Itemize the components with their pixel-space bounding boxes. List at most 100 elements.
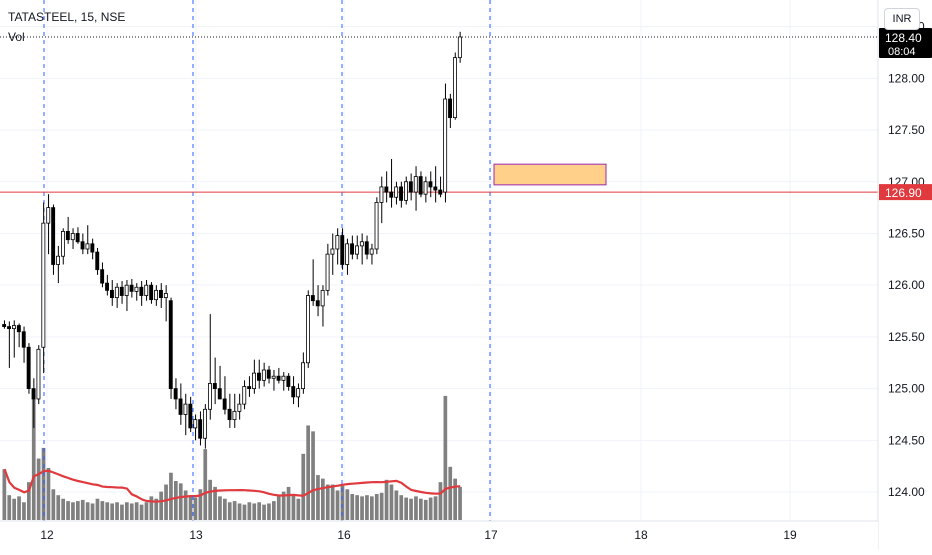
candle-body-up <box>144 284 149 296</box>
volume-bar <box>169 472 173 520</box>
volume-bar <box>438 482 443 520</box>
volume-bar <box>281 491 286 520</box>
symbol-title[interactable]: TATASTEEL, 15, NSE <box>8 10 126 24</box>
volume-bar <box>286 486 291 520</box>
candle-body-up <box>335 235 340 250</box>
candle-body-down <box>227 408 232 421</box>
candle-body-down <box>448 98 452 119</box>
candle-body-up <box>305 295 310 364</box>
candle-body-down <box>51 207 56 265</box>
candle-body-up <box>457 36 462 59</box>
candle-body-up <box>452 57 457 119</box>
volume-bar <box>115 502 119 520</box>
volume-bar <box>129 503 134 520</box>
volume-bar <box>374 494 379 520</box>
volume-bar <box>409 498 413 520</box>
volume-bar <box>433 496 438 520</box>
candle-body-up <box>61 231 65 257</box>
candle-body-down <box>217 388 222 400</box>
candle-body-down <box>212 383 217 390</box>
candle-body-down <box>80 241 85 250</box>
candle-body-up <box>124 284 129 296</box>
volume-bar <box>223 498 227 520</box>
candle-body-down <box>350 243 354 255</box>
volume-ma-line <box>3 468 461 503</box>
currency-button[interactable]: INR <box>884 8 920 30</box>
y-tick-label: 124.50 <box>888 433 925 447</box>
volume-bar <box>105 502 110 520</box>
volume-bar <box>36 458 41 520</box>
volume-bar <box>267 503 271 520</box>
candle-body-down <box>26 346 31 390</box>
candle-body-down <box>310 295 315 302</box>
volume-bar <box>370 496 374 520</box>
price-axis-panel[interactable] <box>878 0 932 550</box>
candle-body-up <box>354 245 359 255</box>
candle-body-up <box>85 243 90 250</box>
candle-body-down <box>75 233 80 243</box>
candle-body-up <box>443 98 448 193</box>
volume-bar <box>125 502 129 520</box>
highlight-zone-rectangle[interactable] <box>493 163 607 186</box>
volume-bar <box>7 495 12 520</box>
volume-bar <box>208 479 212 520</box>
volume-bar <box>110 503 114 520</box>
volume-bar <box>120 504 124 520</box>
volume-bar <box>321 478 325 520</box>
candle-body-up <box>163 293 168 298</box>
volume-bar <box>448 466 453 520</box>
support-price-label: 126.90 <box>885 186 922 200</box>
candle-body-down <box>408 181 413 193</box>
volume-bar <box>85 502 90 520</box>
candle-body-down <box>119 286 124 296</box>
volume-bar <box>262 504 266 520</box>
volume-bar <box>149 496 154 520</box>
volume-bar <box>134 502 139 520</box>
candle-body-up <box>281 375 286 381</box>
candle-body-down <box>256 372 261 381</box>
volume-bar <box>232 501 237 520</box>
volume-bar <box>51 489 56 520</box>
candle-body-up <box>114 286 119 298</box>
candle-body-up <box>203 408 207 439</box>
candle-body-up <box>423 181 428 195</box>
candle-body-down <box>2 324 7 327</box>
volume-bar <box>27 482 31 520</box>
bar-countdown: 08:04 <box>888 46 916 58</box>
volume-bar <box>100 501 105 520</box>
candle-body-down <box>90 243 95 253</box>
y-tick-label: 126.50 <box>888 226 925 240</box>
volume-bar <box>71 502 75 520</box>
candle-body-down <box>266 369 271 379</box>
candle-body-down <box>95 251 100 271</box>
volume-indicator-label[interactable]: Vol <box>8 30 25 44</box>
volume-bar <box>154 498 159 520</box>
candle-body-down <box>198 419 203 439</box>
candle-body-down <box>173 388 178 400</box>
volume-bar <box>188 496 193 520</box>
candle-body-up <box>207 383 212 410</box>
candle-body-up <box>359 241 364 247</box>
volume-bar <box>66 501 70 520</box>
volume-bar <box>46 468 51 520</box>
candle-body-down <box>389 191 394 198</box>
x-tick-label: 18 <box>634 528 648 542</box>
candle-body-down <box>139 286 144 296</box>
candle-body-up <box>232 410 237 421</box>
volume-bar <box>355 495 359 520</box>
candle-body-up <box>41 222 46 348</box>
volume-bar <box>247 502 252 520</box>
candle-body-down <box>31 388 36 400</box>
candle-body-down <box>105 282 109 291</box>
time-axis-panel[interactable] <box>0 521 878 550</box>
candle-body-up <box>134 286 139 292</box>
volume-bar <box>330 484 335 520</box>
candle-body-down <box>276 375 281 381</box>
volume-bar <box>22 502 26 520</box>
volume-bar <box>316 475 320 520</box>
volume-bar <box>257 502 261 520</box>
volume-bar <box>399 495 404 520</box>
volume-bar <box>76 501 80 520</box>
